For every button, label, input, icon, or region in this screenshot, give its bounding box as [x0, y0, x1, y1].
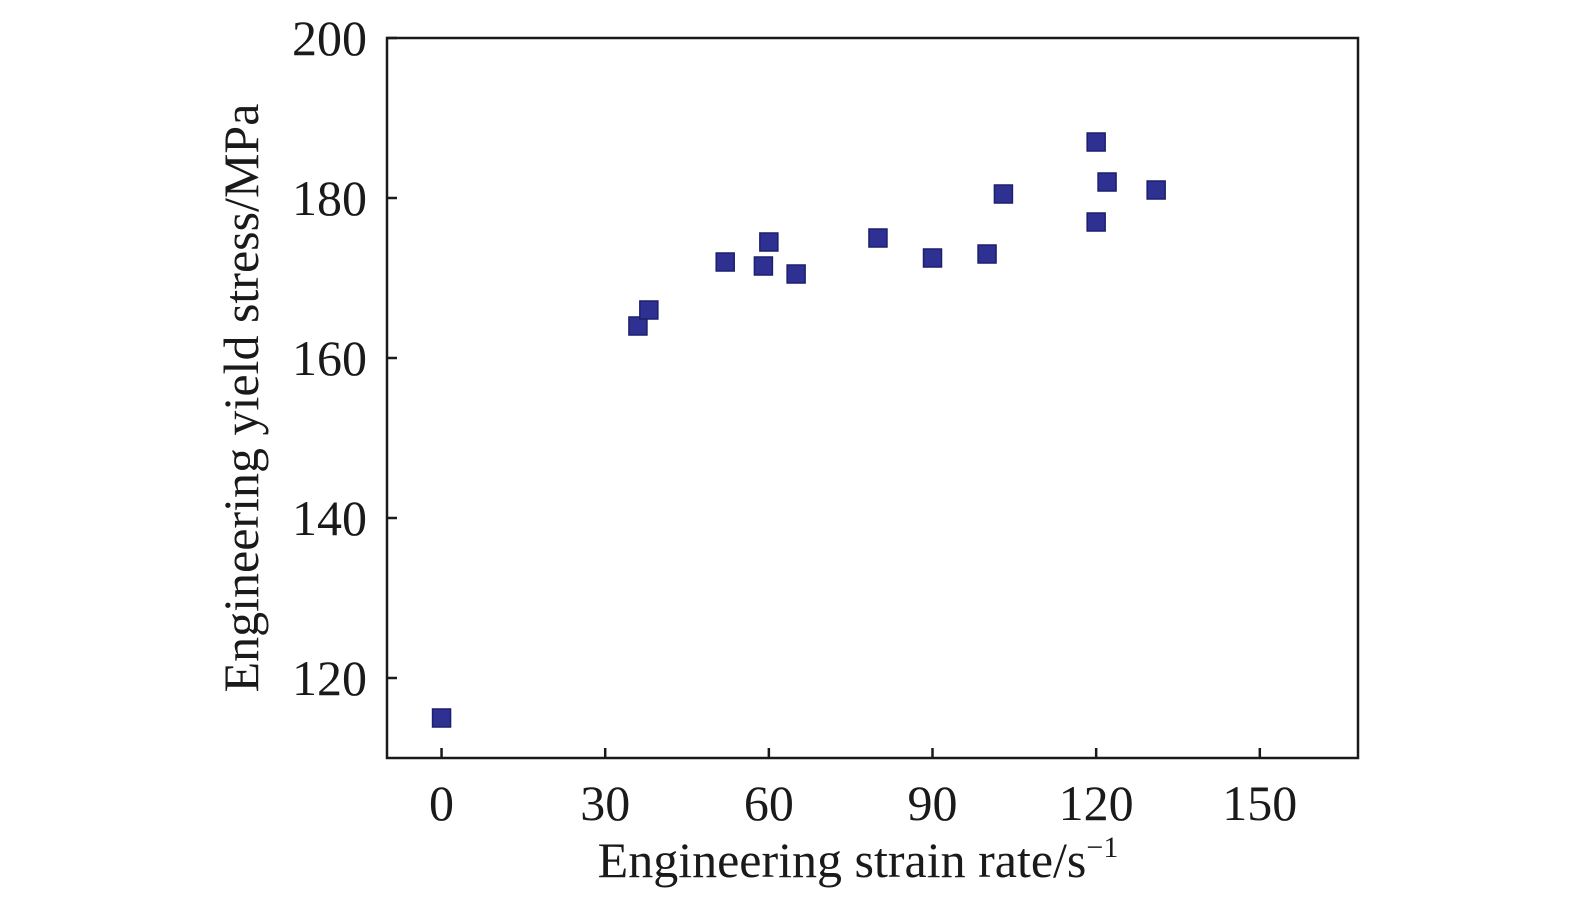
- data-point: [1086, 212, 1106, 232]
- data-point: [753, 256, 774, 276]
- data-points: [431, 132, 1166, 728]
- y-axis-label: Engineering yield stress/MPa: [213, 104, 269, 693]
- data-point: [715, 252, 735, 272]
- x-tick-label: 30: [580, 775, 630, 831]
- x-tick-label: 60: [744, 775, 794, 831]
- data-point: [639, 300, 659, 320]
- data-point: [786, 264, 806, 284]
- x-axis-label-superscript: −1: [1086, 831, 1118, 864]
- x-axis-label: Engineering strain rate/s−1: [598, 831, 1119, 888]
- data-point: [628, 316, 648, 336]
- y-tick-label: 160: [292, 330, 367, 386]
- y-tick-label: 200: [292, 10, 367, 66]
- data-point: [922, 248, 943, 268]
- x-axis-label-text: Engineering strain rate/s: [598, 832, 1087, 888]
- data-point: [1097, 172, 1117, 192]
- y-tick-label: 180: [292, 170, 367, 226]
- x-tick-label: 150: [1222, 775, 1297, 831]
- data-point: [759, 232, 779, 252]
- plot-frame: [385, 36, 1360, 760]
- x-tick-label: 120: [1059, 775, 1134, 831]
- data-point: [1146, 180, 1166, 200]
- data-point: [1086, 132, 1106, 152]
- y-tick-label: 120: [292, 650, 367, 706]
- y-axis-ticks: 120 140 160 180 200: [292, 10, 397, 706]
- x-tick-label: 0: [429, 775, 454, 831]
- y-tick-label: 140: [292, 490, 367, 546]
- x-tick-label: 90: [908, 775, 958, 831]
- data-point: [993, 184, 1014, 204]
- x-axis-ticks: 0 30 60 90 120 150: [429, 748, 1297, 831]
- data-point: [977, 244, 997, 264]
- plot-area: 0 30 60 90 120 150 120 140 160 180 200: [292, 10, 1360, 831]
- data-point: [868, 228, 888, 248]
- data-point: [431, 708, 452, 728]
